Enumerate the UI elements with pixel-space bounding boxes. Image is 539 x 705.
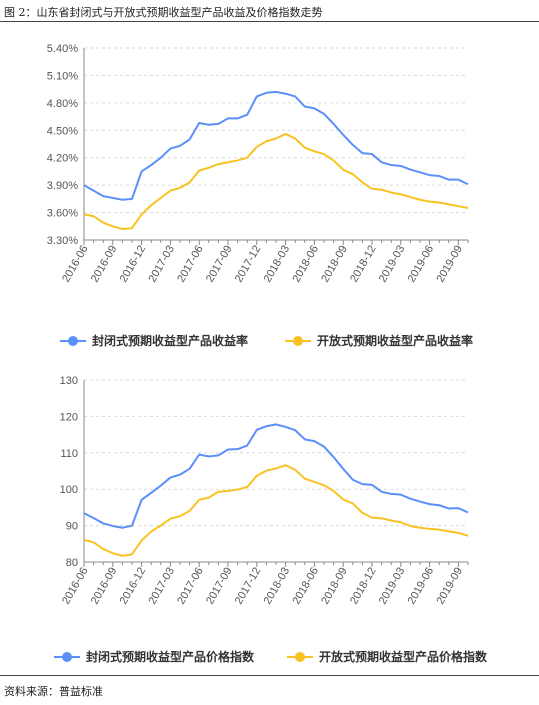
x-tick-label: 2018-03 (262, 566, 293, 607)
figure-title: 图 2：山东省封闭式与开放式预期收益型产品收益及价格指数走势 (4, 6, 323, 19)
y-tick-label: 3.30% (47, 235, 78, 247)
x-tick-label: 2019-06 (406, 244, 437, 285)
x-tick-label: 2018-09 (319, 566, 350, 607)
legend-label-1: 封闭式预期收益型产品价格指数 (86, 649, 255, 664)
legend-marker-1 (68, 336, 78, 346)
y-tick-label: 100 (60, 484, 78, 496)
legend-label-2: 开放式预期收益型产品收益率 (317, 333, 473, 348)
x-tick-label: 2018-09 (319, 244, 350, 285)
x-tick-label: 2016-12 (118, 566, 149, 607)
y-tick-label: 90 (66, 521, 78, 533)
y-tick-label: 3.90% (47, 180, 78, 192)
x-tick-label: 2017-09 (204, 244, 235, 285)
x-tick-label: 2017-06 (175, 244, 206, 285)
y-tick-label: 120 (60, 411, 78, 423)
x-tick-label: 2016-06 (60, 566, 91, 607)
y-tick-label: 4.20% (47, 153, 78, 165)
price-index-line-chart: 80901001101201302016-062016-092016-12201… (54, 375, 488, 664)
x-tick-label: 2018-12 (348, 244, 379, 285)
title-divider (0, 21, 539, 22)
x-tick-label: 2017-12 (233, 566, 264, 607)
x-tick-label: 2019-03 (377, 566, 408, 607)
x-tick-label: 2016-12 (118, 244, 149, 285)
legend-label-1: 封闭式预期收益型产品收益率 (92, 333, 248, 348)
legend-marker-2 (295, 652, 305, 662)
source-divider (0, 675, 539, 676)
x-tick-label: 2016-09 (89, 566, 120, 607)
legend-marker-2 (293, 336, 303, 346)
x-tick-label: 2016-06 (60, 244, 91, 285)
x-tick-label: 2019-06 (406, 566, 437, 607)
y-tick-label: 5.10% (47, 70, 78, 82)
y-tick-label: 130 (60, 375, 78, 387)
x-tick-label: 2018-03 (262, 244, 293, 285)
y-tick-label: 80 (66, 557, 78, 569)
x-tick-label: 2019-09 (434, 244, 465, 285)
x-tick-label: 2017-12 (233, 244, 264, 285)
x-tick-label: 2017-09 (204, 566, 235, 607)
x-tick-label: 2019-03 (377, 244, 408, 285)
legend-label-2: 开放式预期收益型产品价格指数 (319, 649, 488, 664)
x-tick-label: 2017-03 (146, 244, 177, 285)
series-line-1 (83, 90, 469, 201)
legend-marker-1 (62, 652, 72, 662)
x-tick-label: 2018-06 (290, 566, 321, 607)
y-tick-label: 110 (60, 448, 78, 460)
x-tick-label: 2017-06 (175, 566, 206, 607)
x-tick-label: 2016-09 (89, 244, 120, 285)
y-tick-label: 3.60% (47, 208, 78, 220)
y-tick-label: 4.80% (47, 98, 78, 110)
y-tick-label: 4.50% (47, 125, 78, 137)
x-tick-label: 2018-06 (290, 244, 321, 285)
series-line-2 (83, 464, 469, 557)
x-tick-label: 2017-03 (146, 566, 177, 607)
series-line-1 (83, 423, 469, 529)
source-note: 资料来源：普益标准 (4, 685, 103, 698)
series-line-2 (83, 132, 469, 231)
x-tick-label: 2019-09 (434, 566, 465, 607)
yield-line-chart: 3.30% 3.60% 3.90% 4.20% 4.50% 4.80% 5.10% 5.40%… (47, 43, 473, 348)
y-tick-label: 5.40% (47, 43, 78, 55)
x-tick-label: 2018-12 (348, 566, 379, 607)
